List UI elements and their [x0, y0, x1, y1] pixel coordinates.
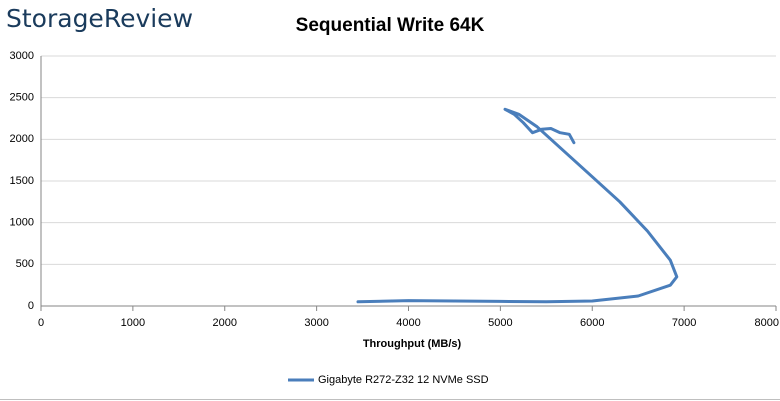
y-tick-label: 2500: [10, 92, 34, 104]
y-tick-label: 3000: [10, 50, 34, 62]
x-tick-label: 5000: [488, 317, 512, 329]
y-tick-label: 500: [16, 258, 34, 270]
legend-label: Gigabyte R272-Z32 12 NVMe SSD: [318, 374, 489, 386]
y-tick-label: 0: [28, 300, 34, 312]
x-tick-label: 1000: [121, 317, 145, 329]
x-axis-title: Throughput (MB/s): [363, 338, 462, 350]
y-tick-label: 1000: [10, 217, 34, 229]
x-tick-label: 4000: [396, 317, 420, 329]
x-tick-label: 2000: [213, 317, 237, 329]
y-tick-label: 2000: [10, 133, 34, 145]
x-tick-label: 3000: [304, 317, 328, 329]
series-line: [356, 107, 679, 304]
x-tick-label: 8000: [755, 317, 779, 329]
x-tick-label: 7000: [672, 317, 696, 329]
chart-title: Sequential Write 64K: [296, 15, 485, 36]
y-tick-label: 1500: [10, 175, 34, 187]
x-tick-label: 0: [38, 317, 44, 329]
x-tick-label: 6000: [580, 317, 604, 329]
logo: StorageReview: [6, 4, 193, 33]
